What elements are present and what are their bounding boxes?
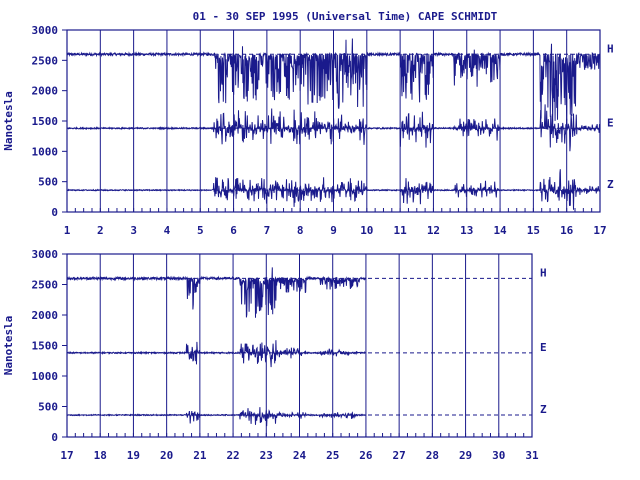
y-tick-label: 2000 <box>32 85 59 98</box>
y-tick-label: 500 <box>38 401 58 414</box>
y-tick-label: 2500 <box>32 54 59 67</box>
x-tick-label: 5 <box>197 224 204 237</box>
x-tick-label: 7 <box>264 224 271 237</box>
series-label-e: E <box>607 116 614 129</box>
x-tick-label: 19 <box>127 449 140 462</box>
series-label-h: H <box>607 42 614 55</box>
x-tick-label: 20 <box>160 449 173 462</box>
x-tick-label: 8 <box>297 224 304 237</box>
x-tick-label: 16 <box>560 224 574 237</box>
y-tick-label: 2000 <box>32 309 59 322</box>
series-line-h <box>66 38 601 122</box>
x-tick-label: 3 <box>130 224 137 237</box>
y-tick-label: 1500 <box>32 340 59 353</box>
x-tick-label: 23 <box>260 449 273 462</box>
top-panel: 1 2 3 4 5 6 7 8 9 10 11 12 13 14 15 16 17050010001500200… <box>2 24 614 237</box>
chart-title: 01 - 30 SEP 1995 (Universal Time) CAPE S… <box>193 10 498 23</box>
x-tick-label: 22 <box>226 449 239 462</box>
series-label-z: Z <box>540 403 547 416</box>
x-tick-label: 4 <box>164 224 171 237</box>
series-label-h: H <box>540 266 547 279</box>
y-tick-label: 3000 <box>32 24 59 37</box>
x-tick-label: 6 <box>230 224 237 237</box>
x-tick-label: 21 <box>193 449 207 462</box>
x-tick-label: 15 <box>527 224 540 237</box>
series-label-z: Z <box>607 178 614 191</box>
y-tick-label: 0 <box>51 431 58 444</box>
x-tick-label: 25 <box>326 449 339 462</box>
x-tick-label: 11 <box>394 224 408 237</box>
y-axis-label: Nanotesla <box>2 316 15 376</box>
y-tick-label: 0 <box>51 206 58 219</box>
x-tick-label: 2 <box>97 224 104 237</box>
x-tick-label: 24 <box>293 449 307 462</box>
x-tick-label: 12 <box>427 224 440 237</box>
series-line-z <box>66 407 366 427</box>
x-tick-label: 31 <box>525 449 539 462</box>
x-tick-label: 1 <box>64 224 71 237</box>
series-line-e <box>66 340 366 368</box>
series-line-z <box>66 169 601 210</box>
x-tick-label: 14 <box>493 224 507 237</box>
x-tick-label: 9 <box>330 224 337 237</box>
y-tick-label: 1000 <box>32 145 59 158</box>
x-tick-label: 17 <box>60 449 73 462</box>
series-line-e <box>66 104 601 152</box>
y-tick-label: 1000 <box>32 370 59 383</box>
series-label-e: E <box>540 341 547 354</box>
y-tick-label: 500 <box>38 176 58 189</box>
x-tick-label: 26 <box>359 449 373 462</box>
x-tick-label: 17 <box>593 224 606 237</box>
x-tick-label: 13 <box>460 224 473 237</box>
x-tick-label: 10 <box>360 224 373 237</box>
series-line-h <box>66 267 366 318</box>
bottom-panel: 17 18 19 20 21 22 23 24 25 26 27 28 29 30 31 0 500 1000 15… <box>2 248 547 462</box>
x-tick-label: 28 <box>426 449 439 462</box>
x-tick-label: 18 <box>94 449 107 462</box>
y-tick-label: 3000 <box>32 248 59 261</box>
y-tick-label: 2500 <box>32 279 59 292</box>
y-tick-label: 1500 <box>32 115 59 128</box>
x-tick-label: 30 <box>492 449 505 462</box>
x-tick-label: 27 <box>393 449 406 462</box>
y-axis-label: Nanotesla <box>2 91 15 151</box>
x-tick-label: 29 <box>459 449 472 462</box>
